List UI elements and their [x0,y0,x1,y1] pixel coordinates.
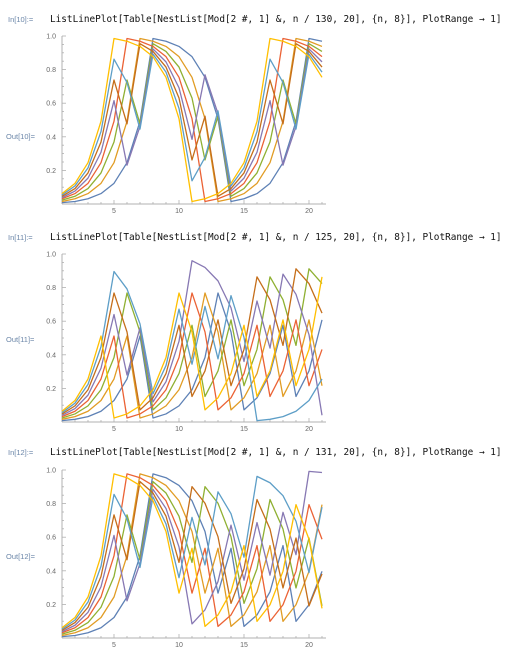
input-code-1[interactable]: ListLinePlot[Table[NestList[Mod[2 #, 1] … [50,14,502,25]
series-line-4 [61,37,323,203]
series-line-8 [61,276,323,419]
input-code-2[interactable]: ListLinePlot[Table[NestList[Mod[2 #, 1] … [50,232,502,243]
notebook-cell-3: In[12]:= ListLinePlot[Table[NestList[Mod… [0,436,526,653]
series-line-8 [61,37,323,203]
series-line-5 [61,470,323,633]
series-line-5 [61,48,323,199]
x-tick-label: 5 [112,642,116,649]
series-line-3 [61,268,323,419]
series-line-6 [61,480,323,631]
series-line-8 [61,473,323,629]
x-tick-label: 10 [175,426,183,433]
series-line-2 [61,473,323,637]
line-plot-1: 0.2 0.4 0.6 0.8 1.0 5 10 15 20 [46,34,326,215]
series-line-3 [61,480,323,635]
output-label-1: Out[10]= [6,132,35,141]
y-tick-label: 0.6 [46,319,56,326]
series-line-6 [61,268,323,415]
series-line-1 [61,292,323,422]
series-line-7 [61,475,323,630]
series-line-5 [61,260,323,416]
input-line-3[interactable]: In[12]:= ListLinePlot[Table[NestList[Mod… [0,446,526,460]
y-tick-label: 0.8 [46,501,56,508]
input-code-3[interactable]: ListLinePlot[Table[NestList[Mod[2 #, 1] … [50,447,502,458]
series-line-1 [61,473,323,638]
x-tick-label: 20 [305,426,313,433]
input-label-3: In[12]:= [8,448,34,457]
series-line-7 [61,270,323,422]
series-line-7 [61,53,323,196]
input-label-2: In[11]:= [8,233,33,242]
x-tick-label: 10 [175,642,183,649]
y-tick-label: 1.0 [46,34,56,41]
line-plot-2: 0.2 0.4 0.6 0.8 1.0 5 10 15 20 [46,252,326,433]
input-label-1: In[10]:= [8,15,34,24]
y-tick-label: 0.6 [46,101,56,108]
x-tick-label: 20 [305,642,313,649]
notebook-cell-1: In[10]:= ListLinePlot[Table[NestList[Mod… [0,0,526,218]
input-line-2[interactable]: In[11]:= ListLinePlot[Table[NestList[Mod… [0,231,526,245]
x-tick-label: 15 [240,642,248,649]
x-tick-label: 15 [240,426,248,433]
x-tick-label: 20 [305,208,313,215]
line-plot-3: 0.2 0.4 0.6 0.8 1.0 5 10 15 20 [46,468,326,649]
x-tick-label: 15 [240,208,248,215]
series-line-6 [61,43,323,197]
y-tick-label: 1.0 [46,252,56,259]
series-line-3 [61,43,323,201]
y-tick-label: 0.2 [46,602,56,609]
y-tick-label: 1.0 [46,468,56,475]
y-tick-label: 0.8 [46,285,56,292]
series-line-2 [61,292,323,420]
y-tick-label: 0.4 [46,352,56,359]
series-line-2 [61,37,323,203]
y-tick-label: 0.8 [46,67,56,74]
input-line-1[interactable]: In[10]:= ListLinePlot[Table[NestList[Mod… [0,13,526,27]
series-line-1 [61,37,323,204]
notebook-cell-2: In[11]:= ListLinePlot[Table[NestList[Mod… [0,218,526,433]
x-tick-label: 5 [112,426,116,433]
y-tick-label: 0.2 [46,168,56,175]
y-tick-label: 0.2 [46,386,56,393]
x-tick-label: 5 [112,208,116,215]
y-tick-label: 0.4 [46,568,56,575]
x-tick-label: 10 [175,208,183,215]
series-line-4 [61,473,323,634]
output-label-3: Out[12]= [6,552,35,561]
y-tick-label: 0.4 [46,134,56,141]
y-tick-label: 0.6 [46,535,56,542]
output-label-2: Out[11]= [6,335,35,344]
